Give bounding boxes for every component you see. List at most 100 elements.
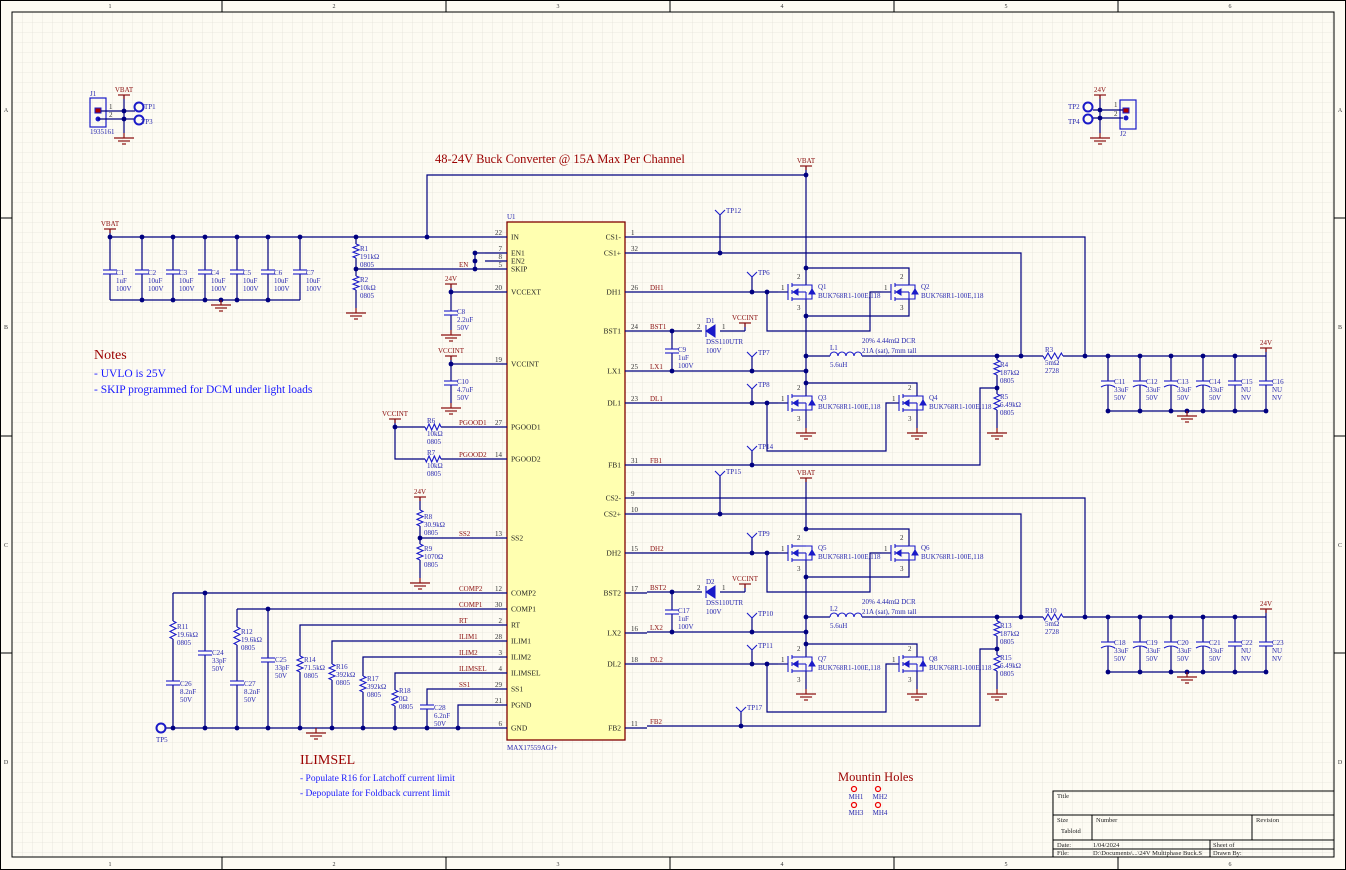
ic-pin-en1[interactable]: 7 EN1 bbox=[485, 245, 525, 258]
test-point-TP1[interactable]: TP1 bbox=[133, 101, 157, 113]
ic-U1[interactable]: U1 MAX17559AGJ+ 22 IN 7 EN1 8 EN2 5 SKIP 20 VCCEXT 1… bbox=[485, 213, 647, 752]
test-point-TP9[interactable]: TP9 bbox=[746, 530, 770, 553]
ic-pin-ss2[interactable]: 13 SS2 bbox=[485, 530, 523, 543]
ic-pin-gnd[interactable]: 6 GND bbox=[485, 720, 528, 733]
ic-pin-pgood2[interactable]: 14 PGOOD2 bbox=[485, 451, 541, 464]
ic-pin-dl1[interactable]: 23 DL1 bbox=[607, 395, 647, 408]
ic-pin-in[interactable]: 22 IN bbox=[485, 229, 519, 242]
ic-pin-lx2[interactable]: 16 LX2 bbox=[607, 625, 647, 638]
test-point-TP5[interactable]: TP5 bbox=[155, 722, 168, 745]
ic-pin-cs2-minus[interactable]: 9 CS2- bbox=[606, 490, 647, 503]
ic-pin-comp2[interactable]: 12 COMP2 bbox=[485, 585, 536, 598]
connector-J2[interactable]: J2 12 bbox=[1114, 99, 1137, 138]
ic-pin-pgnd[interactable]: 21 PGND bbox=[485, 697, 532, 710]
ic-pin-bst1[interactable]: 24 BST1 bbox=[603, 323, 647, 336]
ic-pin-comp1[interactable]: 30 COMP1 bbox=[485, 601, 536, 614]
ic-pin-cs1-minus[interactable]: 1 CS1- bbox=[606, 229, 647, 242]
mounting-hole-2[interactable]: MH2 bbox=[873, 785, 888, 802]
ic-pin-dl2[interactable]: 18 DL2 bbox=[607, 656, 647, 669]
mounting-hole-4[interactable]: MH4 bbox=[873, 801, 888, 818]
ic-pin-cs2-plus[interactable]: 10 CS2+ bbox=[604, 506, 647, 519]
ic-pin-cs1-plus[interactable]: 32 CS1+ bbox=[604, 245, 647, 258]
ic-pin-ss1[interactable]: 29 SS1 bbox=[485, 681, 523, 694]
ic-pin-vccext[interactable]: 20 VCCEXT bbox=[485, 284, 541, 297]
ic-pin-fb2[interactable]: 11 FB2 bbox=[608, 720, 647, 733]
ic-pin-fb1[interactable]: 31 FB1 bbox=[608, 457, 647, 470]
ic-pin-ilim2[interactable]: 3 ILIM2 bbox=[485, 649, 531, 662]
ic-pin-ilimsel[interactable]: 4 ILIMSEL bbox=[485, 665, 541, 678]
inductor-L1[interactable]: L1 5.6uH 20% 4.44mΩ DCR 21A (sat), 7mm tall bbox=[829, 337, 916, 369]
ic-pin-lx1[interactable]: 25 LX1 bbox=[607, 363, 647, 376]
ic-pin-vccint[interactable]: 19 VCCINT bbox=[485, 356, 539, 369]
ic-pin-pgood1[interactable]: 27 PGOOD1 bbox=[485, 419, 541, 432]
test-point-TP3[interactable]: TP3 bbox=[133, 114, 154, 127]
test-point-TP2[interactable]: TP2 bbox=[1068, 101, 1094, 113]
mounting-hole-1[interactable]: MH1 bbox=[849, 785, 864, 802]
ic-pin-dh2[interactable]: 15 DH2 bbox=[606, 545, 647, 558]
ic-pin-dh1[interactable]: 26 DH1 bbox=[606, 284, 647, 297]
test-point-TP6[interactable]: TP6 bbox=[746, 269, 770, 292]
mounting-hole-3[interactable]: MH3 bbox=[849, 801, 864, 818]
ic-pin-rt[interactable]: 2 RT bbox=[485, 617, 521, 630]
test-point-TP4[interactable]: TP4 bbox=[1068, 113, 1094, 127]
ic-pin-skip[interactable]: 5 SKIP bbox=[485, 261, 527, 274]
test-point-TP15[interactable]: TP15 bbox=[714, 468, 742, 514]
test-point-TP12[interactable]: TP12 bbox=[714, 207, 742, 253]
